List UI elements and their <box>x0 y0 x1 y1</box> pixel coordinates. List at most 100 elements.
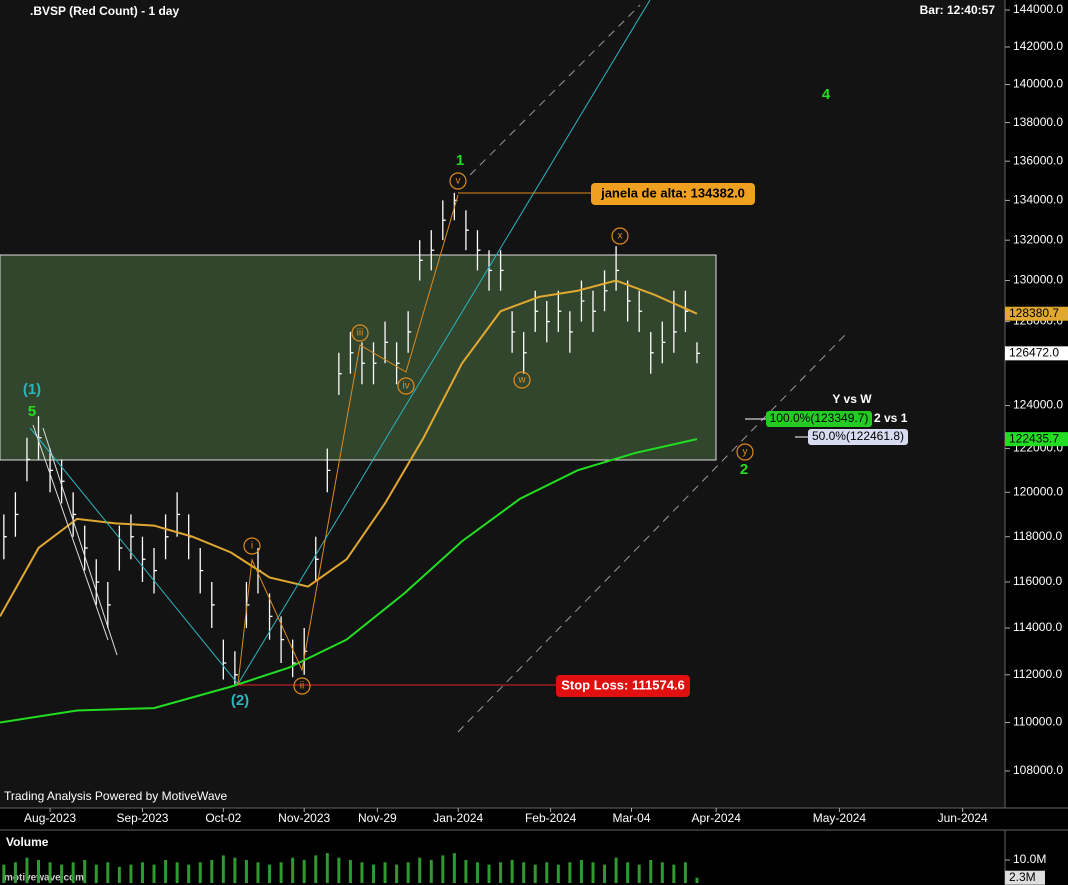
y-tick-label: 138000.0 <box>1013 115 1063 129</box>
last-value-box <box>1005 306 1068 321</box>
volume-bar <box>626 862 630 883</box>
footer: Trading Analysis Powered by MotiveWave <box>4 789 228 803</box>
wedge-line <box>42 427 118 656</box>
volume-bar <box>2 864 6 883</box>
volume-title: Volume <box>6 835 49 849</box>
volume-bar <box>13 862 17 883</box>
fib-label: 50.0%(122461.8) <box>812 429 904 443</box>
volume-bar <box>60 864 64 883</box>
volume-bar <box>164 860 168 883</box>
fib-title: 2 vs 1 <box>874 411 908 425</box>
y-tick-label: 132000.0 <box>1013 232 1063 246</box>
volume-bar <box>649 860 653 883</box>
volume-bar <box>395 864 399 883</box>
ma-line <box>0 279 698 617</box>
volume-bar <box>25 857 29 883</box>
volume-bar <box>337 857 341 883</box>
volume-bar <box>406 862 410 883</box>
volume-bar <box>233 857 237 883</box>
wave-label: 2 <box>740 461 748 478</box>
volume-bar <box>441 855 445 883</box>
volume-bar <box>325 853 329 883</box>
wave-label: v <box>456 176 461 187</box>
last-volume-label: 2.3M <box>1009 870 1036 884</box>
wave-circle <box>293 677 311 695</box>
wave-label: y <box>743 447 748 458</box>
last-value-label: 126472.0 <box>1009 346 1059 360</box>
y-tick-label: 110000.0 <box>1013 715 1062 729</box>
y-tick-label: 118000.0 <box>1013 529 1062 543</box>
volume-bar <box>533 864 537 883</box>
volume-bar <box>302 860 306 883</box>
volume-bar <box>221 855 225 883</box>
y-tick-label: 136000.0 <box>1013 153 1063 167</box>
stop-label: Stop Loss: 111574.6 <box>561 677 685 692</box>
fib-label: 100.0%(123349.7) <box>770 411 869 425</box>
volume-bar <box>314 855 318 883</box>
x-tick-label: Apr-2024 <box>692 811 742 825</box>
labels: (1) 5 (2) 1 2 4 i ii iii iv v w x y Y vs… <box>4 3 995 883</box>
volume-bar <box>429 860 433 883</box>
volume-bar <box>614 857 618 883</box>
fib-title: Y vs W <box>832 392 872 406</box>
last-volume-box <box>1005 870 1045 885</box>
y-tick-label: 124000.0 <box>1013 398 1063 412</box>
volume-bar <box>244 860 248 883</box>
volume-bar <box>360 862 364 883</box>
volume-bar <box>545 862 549 883</box>
wave-label: iv <box>402 381 409 392</box>
volume-bar <box>129 864 133 883</box>
volume-bar <box>37 860 41 883</box>
x-tick-label: Nov-29 <box>358 811 397 825</box>
wave-circle <box>736 443 754 461</box>
wave-label: x <box>618 231 623 242</box>
volume-bar <box>591 862 595 883</box>
wave-circle <box>351 324 369 342</box>
volume-bar <box>672 864 676 883</box>
target-box <box>591 183 755 205</box>
volume-bar <box>175 862 179 883</box>
x-tick-label: Jan-2024 <box>433 811 483 825</box>
x-tick-label: Sep-2023 <box>116 811 168 825</box>
trend-line <box>29 427 239 685</box>
y-tick-label: 116000.0 <box>1013 574 1062 588</box>
volume-bar <box>187 864 191 883</box>
wave-circle <box>611 227 629 245</box>
x-tick-label: Oct-02 <box>205 811 241 825</box>
wave-label: 5 <box>28 403 36 420</box>
volume-tick-label: 10.0M <box>1013 852 1046 866</box>
bar-time: Bar: 12:40:57 <box>920 3 996 17</box>
plot-area <box>0 0 1005 808</box>
volume-bar <box>117 866 121 883</box>
volume-bar <box>603 864 607 883</box>
wave-label: w <box>517 375 526 386</box>
volume-bar <box>48 862 52 883</box>
last-value-label: 122435.7 <box>1009 431 1059 445</box>
x-tick-label: Feb-2024 <box>525 811 577 825</box>
y-tick-label: 144000.0 <box>1013 2 1063 16</box>
volume-bar <box>140 862 144 883</box>
volume-bar <box>522 862 526 883</box>
volume-bar <box>487 864 491 883</box>
wedge-line <box>32 424 109 641</box>
wave-label: i <box>251 541 253 552</box>
wave-circle <box>243 537 261 555</box>
volume-bar <box>94 864 98 883</box>
x-tick-label: Jun-2024 <box>938 811 988 825</box>
volume-bar <box>372 864 376 883</box>
volume-bar <box>210 860 214 883</box>
marks <box>0 192 700 724</box>
volume-bar <box>268 864 272 883</box>
volume-bar <box>383 862 387 883</box>
ma-line <box>0 438 698 724</box>
y-tick-label: 140000.0 <box>1013 77 1063 91</box>
volume-bar <box>510 860 514 883</box>
y-tick-label: 134000.0 <box>1013 193 1063 207</box>
wave-circle <box>397 377 415 395</box>
wave-label: (1) <box>23 381 41 398</box>
x-tick-label: Mar-04 <box>612 811 650 825</box>
fib-box <box>808 429 908 445</box>
volume-bar <box>418 857 422 883</box>
volume-bar <box>83 860 87 883</box>
target-label: janela de alta: 134382.0 <box>600 185 745 200</box>
